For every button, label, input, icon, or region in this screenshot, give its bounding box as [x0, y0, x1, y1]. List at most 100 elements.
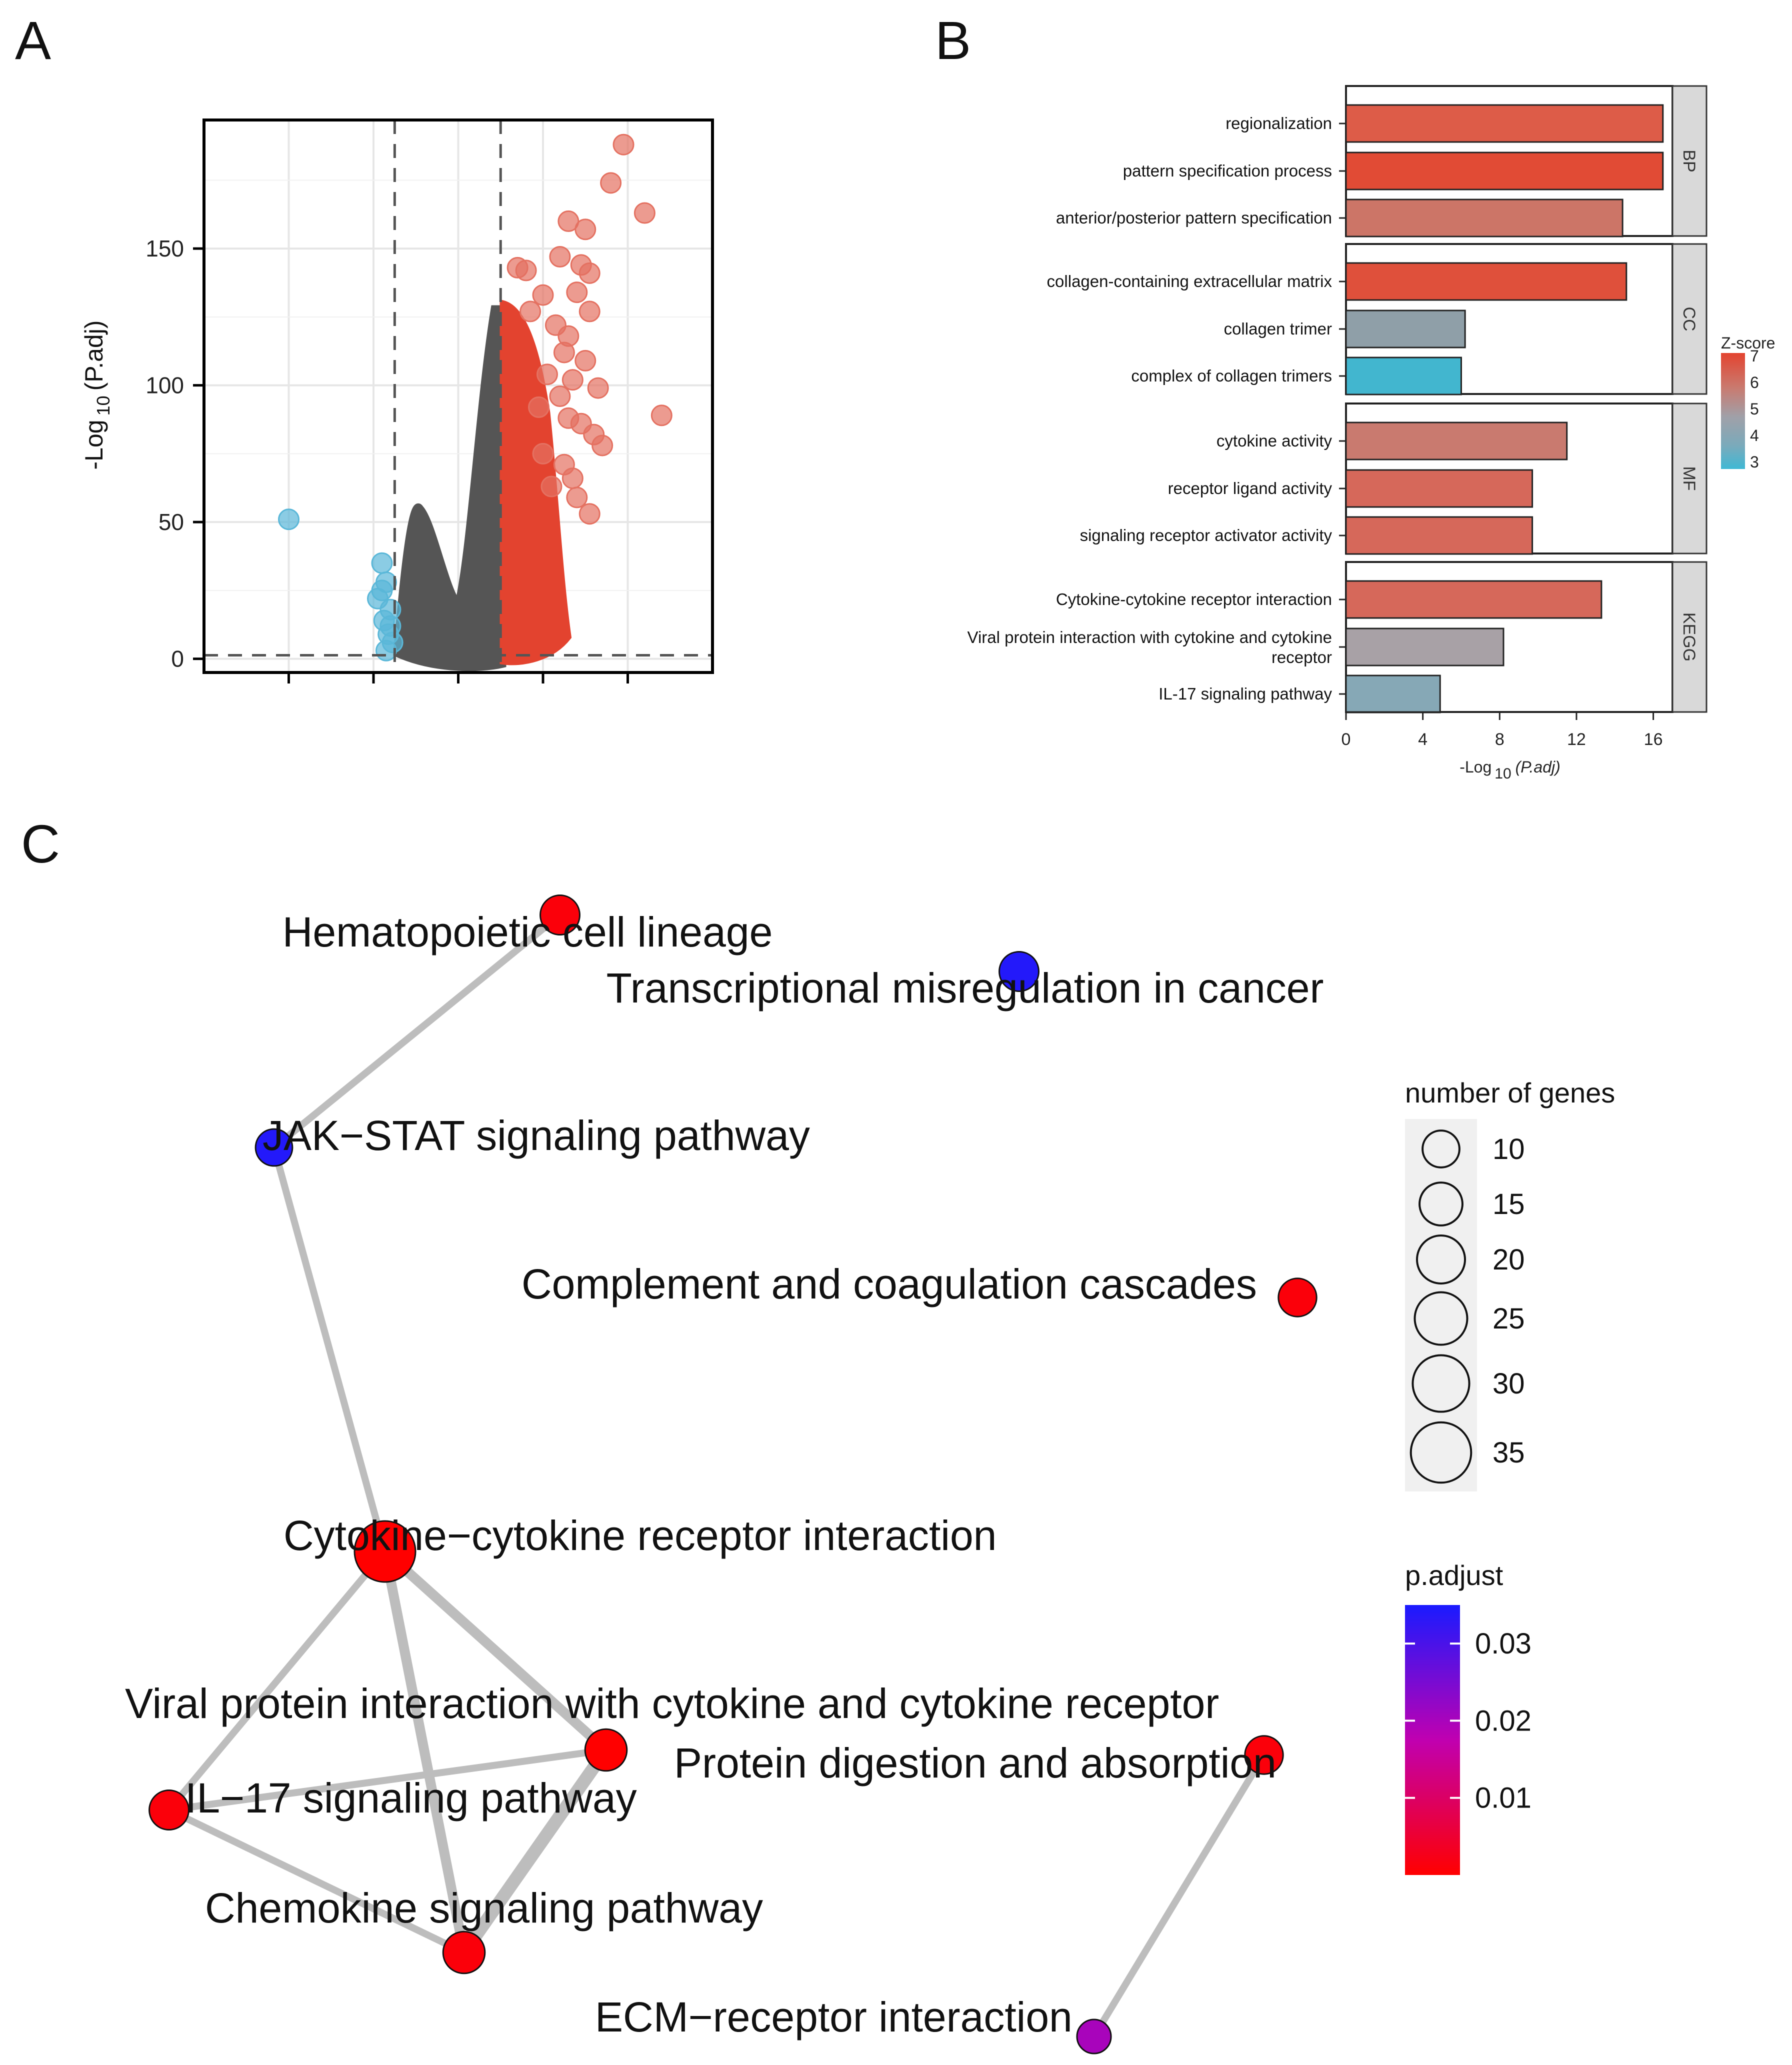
volcano-ylabel-prefix: -Log: [80, 420, 108, 470]
volcano-point-up_large-33: [520, 300, 542, 322]
network-label-protein: Protein digestion and absorption: [674, 1740, 1276, 1786]
bar-x-axis-title: -Log 10 (P.adj): [1460, 758, 1560, 782]
bar-term-label-0-2: anterior/posterior pattern specification: [1056, 208, 1332, 227]
bar-1-1: [1345, 310, 1466, 348]
size-legend-circle-5: [1410, 1421, 1472, 1484]
bar-xlabel-sub: 10: [1494, 766, 1511, 782]
zscore-colorbar: [1721, 353, 1745, 469]
volcano-ytick-label-0: 0: [171, 646, 184, 672]
size-legend-title: number of genes: [1405, 1077, 1615, 1108]
facet-strip-0: [1672, 85, 1708, 237]
volcano-point-up_large-12: [578, 300, 600, 322]
bar-2-1: [1345, 469, 1534, 508]
volcano-point-up_large-30: [528, 396, 550, 418]
network-label-viral: Viral protein interaction with cytokine …: [125, 1680, 1219, 1727]
network-label-cytokine: Cytokine−cytokine receptor interaction: [284, 1512, 996, 1559]
bar-0-2: [1345, 198, 1624, 238]
volcano-up-region: [500, 299, 572, 666]
volcano-point-up_large-4: [574, 218, 596, 240]
bar-xtick-label-2: 8: [1495, 730, 1504, 749]
volcano-point-up_large-23: [592, 434, 614, 456]
bar-0-1: [1345, 152, 1664, 190]
volcano-point-up_large-3: [558, 210, 580, 232]
volcano-point-up_large-28: [540, 476, 562, 498]
bar-term-label-0-0: regionalization: [1226, 114, 1332, 132]
volcano-point-up_large-10: [532, 284, 554, 306]
padj-legend: p.adjust 0.03 0.02 0.01: [1405, 1560, 1532, 1875]
panel-label-a: A: [15, 10, 51, 70]
network-edge-il17-chemokine: [166, 1806, 468, 1956]
size-legend-label-3: 25: [1492, 1302, 1525, 1335]
volcano-point-up_large-29: [532, 442, 554, 464]
volcano-point-up_large-1: [600, 172, 622, 194]
network-node-ecm: [1076, 2018, 1112, 2054]
pathway-network: Hematopoietic cell lineage Transcriptiona…: [125, 894, 1615, 2054]
bar-term-label-2-0: cytokine activity: [1216, 432, 1332, 450]
zscore-legend: Z-score 7 6 5 4 3: [1721, 334, 1775, 471]
volcano-point-up_large-2: [634, 202, 656, 224]
volcano-point-down-1: [371, 552, 393, 574]
bar-xtick-label-4: 16: [1644, 730, 1663, 749]
size-legend-label-4: 30: [1492, 1368, 1525, 1400]
bar-term-label-2-2: signaling receptor activator activity: [1080, 526, 1332, 544]
volcano-point-up_large-32: [553, 342, 575, 364]
volcano-ytick-label-1: 50: [158, 509, 184, 535]
network-node-jakstat: [254, 1128, 294, 1167]
volcano-point-up_large-9: [578, 262, 600, 284]
facet-strip-label-1: CC: [1680, 306, 1698, 331]
volcano-points: [278, 134, 672, 662]
bar-term-line2-3-1: receptor: [1272, 648, 1332, 666]
zscore-tick-2: 5: [1750, 400, 1759, 418]
volcano-point-up_large-25: [562, 468, 584, 490]
volcano-point-up_large-22: [650, 404, 672, 426]
facet-strip-label-0: BP: [1680, 150, 1698, 172]
size-legend-label-0: 10: [1492, 1133, 1525, 1166]
volcano-y-axis: 0 50 100 150: [146, 236, 204, 672]
size-legend-label-5: 35: [1492, 1436, 1525, 1469]
bar-term-label-3-1: Viral protein interaction with cytokine …: [968, 628, 1332, 666]
network-edge-cytokine-il17: [166, 1548, 388, 1814]
network-edge-cytokine-viral: [380, 1546, 611, 1755]
network-node-complement: [1278, 1278, 1318, 1318]
network-edge-protein-ecm: [1090, 1752, 1268, 2040]
volcano-x-ticks: [288, 672, 629, 684]
network-node-il17: [148, 1790, 190, 1830]
volcano-point-down-9: [380, 615, 402, 637]
network-edge-cytokine-chemokine: [380, 1546, 469, 1958]
bar-term-label-2-1: receptor ligand activity: [1168, 479, 1332, 498]
network-edge-il17-viral: [166, 1746, 610, 1814]
size-legend-circle-4: [1412, 1354, 1470, 1413]
volcano-point-up_large-8: [515, 260, 537, 282]
volcano-point-up_large-15: [574, 350, 596, 372]
volcano-ytick-label-2: 100: [146, 372, 184, 398]
bar-term-label-0-1: pattern specification process: [1123, 162, 1332, 180]
bar-xlabel-suffix: (P.adj): [1516, 758, 1560, 776]
bar-2-0: [1345, 422, 1568, 460]
volcano-point-up_large-11: [566, 282, 588, 304]
volcano-ns-region: [393, 305, 506, 672]
facet-bp: BP regionalization pattern specification p…: [1056, 85, 1708, 238]
bar-x-axis: 0 4 8 12 16: [1342, 711, 1672, 749]
network-edges: [166, 912, 1268, 2040]
bar-3-0: [1345, 580, 1602, 619]
padj-ticks: 0.03 0.02 0.01: [1405, 1628, 1532, 1814]
volcano-ylabel-suffix: (P.adj): [80, 320, 108, 391]
volcano-ylabel-sub: 10: [93, 396, 114, 416]
network-label-complement: Complement and coagulation cascades: [522, 1260, 1257, 1308]
zscore-tick-1: 6: [1750, 374, 1759, 392]
volcano-ytick-label-3: 150: [146, 236, 184, 262]
volcano-point-up_large-17: [587, 377, 609, 399]
size-legend: number of genes 10 15 20 25 30 35: [1405, 1077, 1615, 1492]
network-label-ecm: ECM−receptor interaction: [595, 1994, 1072, 2040]
bar-xlabel-prefix: -Log: [1460, 758, 1492, 776]
bar-xtick-label-1: 4: [1418, 730, 1428, 749]
bar-term-label-3-0: Cytokine-cytokine receptor interaction: [1056, 590, 1332, 608]
bar-3-2: [1345, 674, 1441, 714]
network-label-chemokine: Chemokine signaling pathway: [205, 1884, 763, 1932]
network-edge-jakstat-cytokine: [270, 1144, 388, 1555]
bar-0-0: [1345, 104, 1664, 143]
bar-term-label-1-1: collagen trimer: [1224, 320, 1332, 338]
size-legend-circle-1: [1418, 1182, 1464, 1226]
volcano-ns-cloud: [393, 299, 572, 672]
volcano-point-down-8: [375, 640, 397, 662]
